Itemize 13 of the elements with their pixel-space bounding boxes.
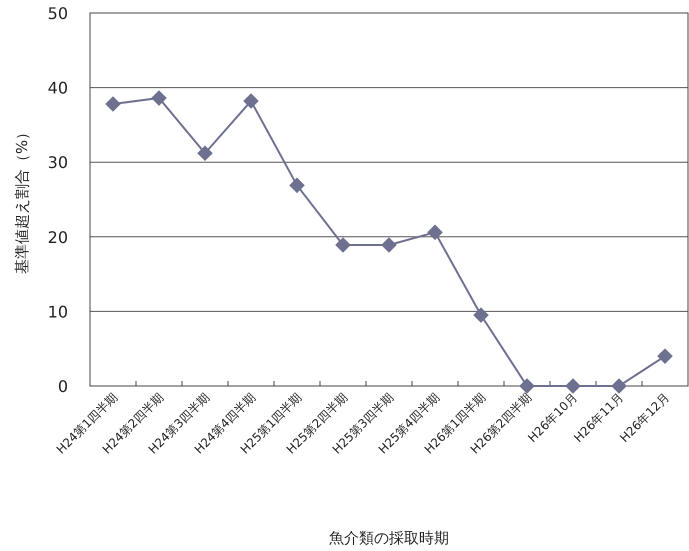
point [197,145,213,162]
y-tick-label: 10 [48,302,68,322]
point [289,178,305,194]
y-axis-title: 基準値超え割合（%） [13,124,31,274]
y-tick-label: 30 [48,153,68,172]
y-tick-label: 0 [58,377,68,396]
y-tick-label: 50 [48,4,68,23]
point [473,307,489,323]
point [243,93,259,109]
y-tick-label: 20 [48,228,68,247]
point [151,90,167,106]
y-tick-label: 40 [48,78,68,98]
x-axis-title: 魚介類の採取時期 [329,529,449,547]
